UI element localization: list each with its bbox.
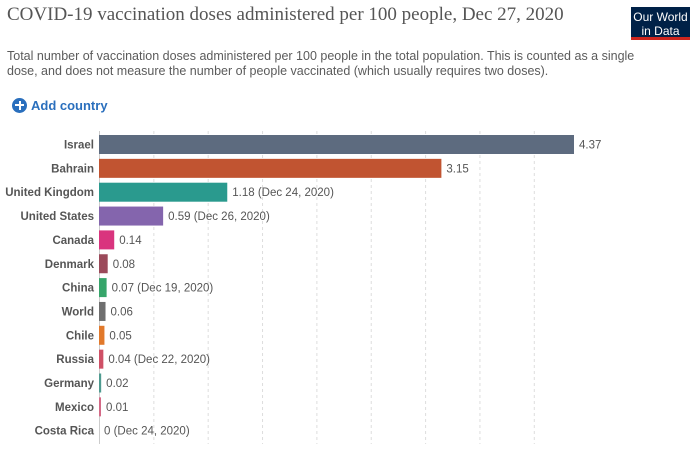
logo-line-2: in Data	[641, 24, 680, 38]
bar[interactable]	[99, 301, 106, 321]
bar[interactable]	[99, 230, 115, 250]
value-label: 0.59 (Dec 26, 2020)	[168, 211, 270, 223]
category-label: United Kingdom	[5, 187, 94, 199]
value-label: 0.02	[106, 378, 128, 390]
chart-title: COVID-19 vaccination doses administered …	[7, 4, 564, 25]
value-label: 0.08	[113, 259, 135, 271]
bars: Israel 4.37 Bahrain 3.15 United Kingdom 1.18 …	[5, 135, 601, 438]
category-label: Mexico	[55, 402, 94, 414]
value-label: 0.01	[106, 402, 128, 414]
category-label: Germany	[44, 378, 94, 390]
category-label: Canada	[52, 235, 94, 247]
value-label: 0 (Dec 24, 2020)	[104, 426, 190, 438]
value-label: 3.15	[446, 163, 468, 175]
bar[interactable]	[99, 182, 228, 202]
bar[interactable]	[99, 135, 574, 154]
add-country-button[interactable]: Add country	[12, 96, 108, 114]
value-label: 4.37	[579, 140, 601, 152]
bar[interactable]	[99, 373, 102, 393]
category-label: China	[62, 283, 95, 295]
value-label: 0.05	[109, 330, 131, 342]
add-country-label: Add country	[31, 97, 108, 113]
owid-logo[interactable]: Our World in Data	[631, 7, 690, 40]
bar[interactable]	[99, 158, 442, 178]
chart-subtitle: Total number of vaccination doses admini…	[7, 49, 635, 78]
logo-line-1: Our World	[633, 10, 688, 24]
bar[interactable]	[99, 278, 107, 298]
category-label: Bahrain	[51, 163, 94, 175]
category-label: United States	[21, 211, 95, 223]
value-label: 0.14	[119, 235, 142, 247]
category-label: World	[62, 306, 94, 318]
value-label: 0.06	[111, 306, 133, 318]
plus-circle-icon	[12, 97, 27, 113]
bar[interactable]	[99, 325, 105, 345]
value-label: 0.04 (Dec 22, 2020)	[108, 354, 210, 366]
bar[interactable]	[99, 254, 108, 274]
value-label: 0.07 (Dec 19, 2020)	[112, 283, 214, 295]
category-label: Israel	[64, 140, 94, 152]
category-label: Denmark	[45, 259, 95, 271]
bar[interactable]	[99, 349, 104, 369]
category-label: Chile	[66, 330, 94, 342]
bar[interactable]	[99, 397, 101, 417]
value-label: 1.18 (Dec 24, 2020)	[232, 187, 334, 199]
category-label: Russia	[56, 354, 94, 366]
category-label: Costa Rica	[35, 426, 95, 438]
bar[interactable]	[99, 206, 164, 226]
